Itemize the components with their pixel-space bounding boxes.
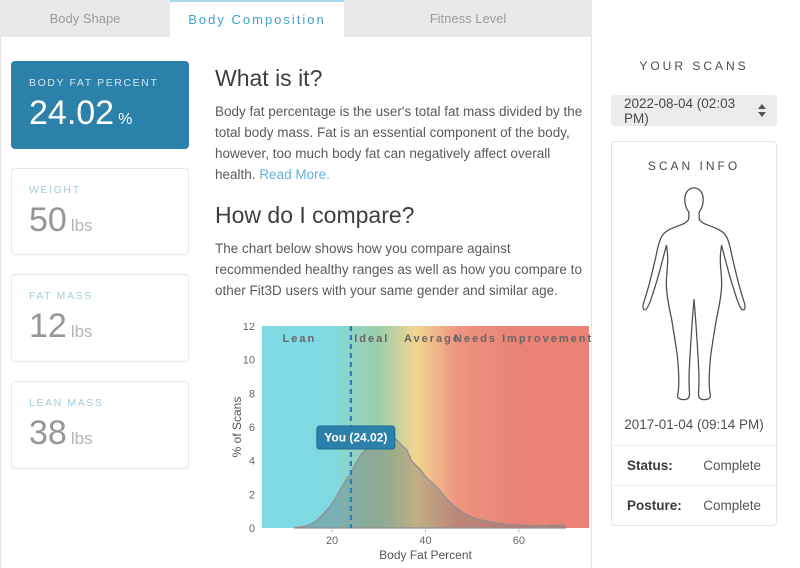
status-row: Status: Complete [612, 446, 776, 486]
comparison-chart: Lean Ideal Average Needs Improvement You (24… [230, 321, 591, 568]
stat-unit: lbs [70, 215, 93, 235]
tab-body-composition[interactable]: Body Composition [170, 0, 344, 37]
x-tick-label: 20 [326, 535, 338, 547]
read-more-link[interactable]: Read More. [259, 166, 330, 182]
tab-body-shape[interactable]: Body Shape [0, 0, 170, 37]
stat-value: 38 [29, 414, 67, 453]
app-root: Body Shape Body Composition Fitness Leve… [0, 0, 777, 568]
main-area: BODY FAT PERCENT 24.02% WEIGHT 50 lbs FAT… [0, 37, 800, 568]
y-tick-label: 2 [249, 490, 255, 502]
y-tick-label: 12 [243, 323, 255, 333]
plot-background [262, 326, 589, 529]
stat-label: FAT MASS [29, 290, 93, 303]
stat-card-weight[interactable]: WEIGHT 50 lbs [11, 167, 189, 256]
posture-row: Posture: Complete [612, 486, 776, 525]
region-label: Needs Improvement [454, 333, 591, 345]
what-is-it-heading: What is it? [215, 65, 323, 91]
article: What is it? Body fat percentage is the u… [201, 61, 605, 568]
stat-value: 50 [29, 200, 67, 239]
x-axis-label: Body Fat Percent [379, 548, 472, 562]
stat-label: BODY FAT PERCENT [29, 77, 159, 89]
y-tick-label: 6 [249, 422, 255, 434]
stat-value-line: 12 lbs [29, 309, 176, 345]
distribution-curve [294, 436, 567, 530]
status-value: Complete [703, 458, 761, 473]
scan-select[interactable]: 2022-08-04 (02:03 PM) [611, 95, 777, 126]
content-wrap: BODY FAT PERCENT 24.02% WEIGHT 50 lbs FAT… [0, 37, 592, 568]
tab-fitness-level[interactable]: Fitness Level [344, 0, 592, 37]
posture-value: Complete [703, 498, 761, 513]
region-label: Average [404, 333, 461, 345]
how-compare-paragraph: The chart below shows how you compare ag… [215, 240, 582, 298]
y-tick-label: 8 [249, 389, 255, 401]
y-axis-label: % of Scans [231, 397, 244, 458]
stat-label: WEIGHT [29, 183, 81, 196]
what-is-it-paragraph: Body fat percentage is the user's total … [215, 102, 587, 186]
region-label: Lean [283, 333, 317, 345]
stat-column: BODY FAT PERCENT 24.02% WEIGHT 50 lbs FAT… [1, 61, 201, 568]
region-label: Ideal [354, 333, 389, 345]
scan-date: 2017-01-04 (09:14 PM) [612, 413, 776, 446]
stat-value-line: 50 lbs [29, 200, 176, 239]
stat-value: 12 [29, 307, 67, 346]
chevron-up-down-icon [758, 104, 766, 117]
right-sidebar: YOUR SCANS 2022-08-04 (02:03 PM) SCAN IN… [592, 37, 800, 568]
stat-value-line: 38 lbs [29, 414, 176, 453]
stat-card-fat-mass[interactable]: FAT MASS 12 lbs [11, 274, 189, 363]
stat-unit: lbs [70, 322, 93, 342]
body-silhouette-icon [642, 187, 746, 401]
x-tick-label: 60 [513, 535, 525, 547]
what-is-it-text: Body fat percentage is the user's total … [215, 104, 583, 182]
y-tick-label: 4 [249, 456, 255, 468]
scan-select-value: 2022-08-04 (02:03 PM) [624, 95, 736, 126]
you-tooltip-label: You (24.02) [324, 431, 387, 445]
stat-label: LEAN MASS [29, 397, 104, 410]
status-label: Status: [627, 458, 673, 473]
stat-value: 24.02 [29, 94, 115, 132]
tab-bar: Body Shape Body Composition Fitness Leve… [0, 0, 592, 37]
stat-card-body-fat[interactable]: BODY FAT PERCENT 24.02% [11, 61, 189, 149]
stat-unit: % [118, 111, 133, 128]
silhouette-wrap [612, 175, 776, 413]
y-tick-label: 10 [243, 355, 255, 367]
your-scans-title: YOUR SCANS [639, 59, 749, 73]
stat-value-line: 24.02% [29, 94, 176, 132]
x-tick-label: 40 [419, 535, 431, 547]
how-compare-heading: How do I compare? [215, 201, 415, 228]
stat-unit: lbs [70, 429, 93, 449]
y-tick-label: 0 [249, 523, 255, 535]
scan-info-card: SCAN INFO 2017-01-04 (09:14 PM) Status: … [611, 141, 777, 526]
you-tooltip [316, 425, 396, 450]
stat-card-lean-mass[interactable]: LEAN MASS 38 lbs [11, 381, 189, 469]
posture-label: Posture: [627, 498, 682, 513]
scan-info-title: SCAN INFO [647, 159, 741, 173]
